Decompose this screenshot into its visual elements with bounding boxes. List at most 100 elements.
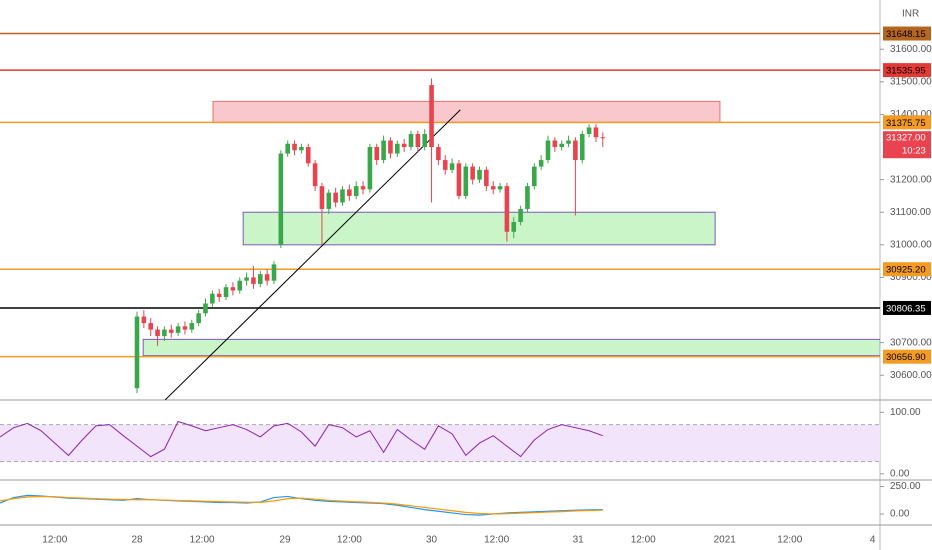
x-tick-label: 29 — [279, 535, 291, 546]
candle-body — [353, 186, 359, 196]
candle-body — [600, 137, 606, 139]
x-tick-label: 12:00 — [631, 535, 656, 546]
main-pane — [0, 32, 880, 400]
level-label: 31535.95 — [886, 66, 926, 77]
x-tick-label: 12:00 — [777, 535, 802, 546]
candle-body — [203, 303, 208, 314]
candle-body — [401, 143, 407, 148]
x-tick-label: 2021 — [714, 535, 737, 546]
x-tick-label: 31 — [573, 535, 585, 546]
candle-body — [470, 166, 475, 180]
y-tick-label: 30700.00 — [890, 337, 932, 348]
x-tick-label: 4 — [870, 535, 876, 546]
candle-body — [593, 127, 599, 138]
y-tick-label: 31500.00 — [890, 76, 932, 87]
x-tick-label: 12:00 — [190, 535, 215, 546]
level-tag — [883, 63, 931, 78]
candle-body — [134, 316, 140, 389]
candle-body — [381, 140, 386, 161]
candle-body — [525, 186, 530, 209]
candle-body — [244, 277, 249, 281]
candle-body — [511, 222, 517, 232]
candle-body — [182, 326, 188, 330]
level-label: 31648.15 — [886, 29, 926, 40]
candle-body — [436, 147, 441, 161]
candle-body — [463, 166, 469, 196]
zone — [212, 100, 721, 124]
currency: INR — [902, 9, 919, 20]
level-tag — [883, 26, 931, 41]
last-price-label: 31327.00 — [886, 133, 926, 144]
x-tick-label: 28 — [131, 535, 143, 546]
x-tick-label: 12:00 — [42, 535, 67, 546]
candle-body — [518, 208, 523, 223]
candle-body — [429, 85, 434, 148]
candle-body — [408, 133, 414, 148]
candle-body — [422, 133, 427, 148]
y-tick-label: 31100.00 — [890, 207, 931, 218]
candle-body — [388, 140, 393, 154]
candle-body — [299, 147, 304, 151]
y-tick-label: 0.00 — [890, 468, 910, 479]
candle-body — [360, 186, 366, 190]
x-tick-label: 12:00 — [337, 535, 362, 546]
candle-body — [319, 186, 325, 209]
candle-body — [230, 287, 236, 291]
rsi-line — [0, 420, 603, 458]
candle-body — [333, 192, 338, 203]
candle-body — [347, 189, 352, 196]
candle-body — [278, 153, 284, 245]
y-tick-label: 31200.00 — [890, 174, 932, 185]
candle-body — [545, 140, 551, 161]
x-tick-label: 12:00 — [484, 535, 509, 546]
candle-body — [148, 323, 153, 330]
candle-body — [340, 189, 345, 203]
candle-body — [210, 293, 215, 304]
y-tick-label: 31400.00 — [890, 109, 932, 120]
candle-body — [162, 329, 167, 337]
candle-body — [395, 143, 400, 154]
candle-body — [141, 316, 147, 324]
level-tag — [883, 115, 931, 130]
candle-body — [223, 287, 229, 297]
candle-body — [264, 274, 270, 281]
candle-body — [532, 166, 537, 187]
candle-body — [216, 293, 222, 297]
candle-body — [484, 169, 489, 187]
candle-body — [292, 143, 297, 151]
candle-body — [477, 169, 482, 180]
candle-body — [367, 147, 373, 190]
candle-body — [504, 186, 510, 232]
candle-body — [175, 326, 181, 333]
candle-body — [566, 140, 571, 144]
candle-body — [442, 160, 448, 170]
y-tick-label: 100.00 — [890, 407, 921, 418]
candle-body — [168, 329, 174, 333]
candle-body — [258, 274, 263, 284]
candle-body — [189, 323, 195, 330]
candle-body — [449, 163, 455, 170]
candle-body — [196, 313, 201, 324]
candle-body — [573, 140, 578, 161]
candle-body — [326, 192, 332, 209]
candle-body — [497, 186, 503, 190]
candle-body — [490, 186, 496, 190]
level-label: 30925.20 — [886, 265, 926, 276]
candle-body — [374, 147, 380, 161]
candle-body — [559, 143, 564, 148]
y-tick-label: 30600.00 — [890, 370, 932, 381]
level-tag — [883, 300, 931, 315]
y-tick-label: 250.00 — [890, 481, 921, 492]
countdown: 10:23 — [902, 146, 926, 157]
level-label: 31375.75 — [886, 118, 926, 129]
candle-body — [251, 277, 256, 284]
level-tag — [883, 349, 931, 364]
trendline — [164, 109, 461, 400]
candle-body — [285, 143, 290, 154]
candle-body — [155, 329, 160, 337]
macd-line — [0, 495, 603, 515]
candle-body — [237, 280, 243, 291]
candle-body — [552, 140, 558, 148]
candle-body — [312, 163, 318, 187]
